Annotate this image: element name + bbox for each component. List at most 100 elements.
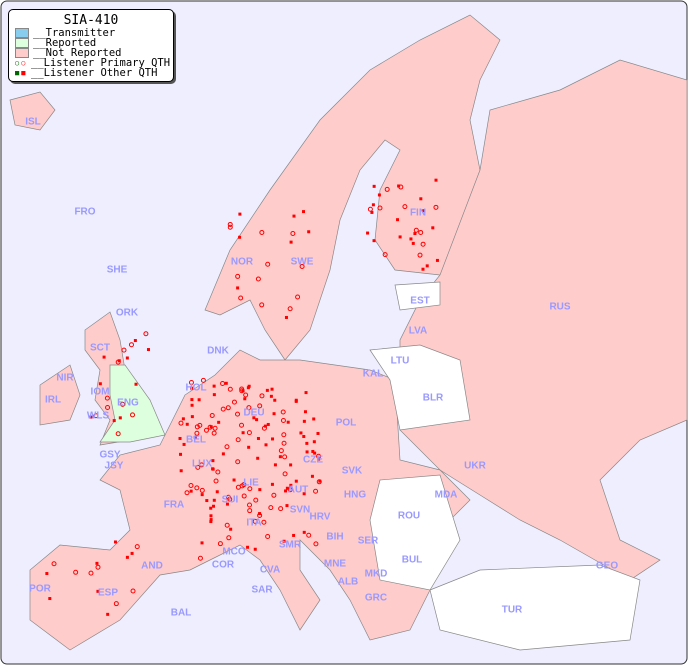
listener-marker [256,436,260,440]
listener-marker [133,339,137,343]
listener-marker [125,356,129,360]
listener-marker [313,451,317,455]
listener-marker [425,264,429,268]
listener-marker [232,478,236,482]
country-label-nor: NOR [230,256,254,268]
legend-label: __Listener Primary QTH [31,57,171,69]
listener-marker [238,235,242,239]
listener-marker [421,267,425,271]
country-label-fra: FRA [163,499,185,511]
listener-marker [95,564,101,570]
country-label-bel: BEL [186,434,206,446]
listener-marker [246,386,250,390]
listener-marker [434,178,438,182]
listener-marker [243,392,249,398]
country-label-gsy: GSY [99,449,121,461]
legend: SIA-410 __Transmitter __Reported __Not R… [8,9,174,82]
listener-marker [95,561,99,565]
listener-marker [281,432,287,438]
country-label-por: POR [29,583,51,595]
listener-marker [264,443,268,447]
legend-label: __Reported [33,37,97,49]
listener-marker [188,380,194,386]
listener-marker [113,601,119,607]
listener-marker [247,486,253,492]
country-label-swe: SWE [290,256,314,268]
listener-marker [209,520,213,524]
listener-marker [289,463,293,467]
listener-marker [236,286,240,290]
listener-marker [303,410,307,414]
listener-marker [419,197,423,201]
listener-marker [212,393,216,397]
listener-marker [226,535,232,541]
listener-marker [227,221,233,227]
listener-marker [51,561,57,567]
listener-marker [200,493,204,497]
listener-marker [225,405,231,411]
country-label-mda: MDA [434,489,458,501]
country-label-fin: FIN [409,207,427,219]
listener-marker [48,597,52,601]
land-ltu-blr [369,344,471,431]
listener-marker [215,469,221,475]
listener-marker [246,405,252,411]
listener-marker [203,427,209,433]
listener-marker [197,398,201,402]
listener-marker [247,445,251,449]
listener-marker [231,399,237,405]
listener-marker [125,555,129,559]
listener-marker [227,386,233,392]
listener-marker [121,347,127,353]
listener-marker [224,522,230,528]
listener-marker [134,544,140,550]
listener-marker [371,203,375,207]
land-iceland [9,91,56,131]
listener-marker [370,210,374,214]
listener-marker [130,551,134,555]
listener-marker [98,382,102,386]
listener-marker [261,519,267,525]
transmitter-swatch [15,28,29,38]
listener-marker [89,415,93,419]
listener-marker [302,434,306,438]
listener-marker [256,456,260,460]
listener-marker [246,545,250,549]
listener-marker [252,416,256,420]
listener-marker [238,212,242,216]
listener-marker [366,231,370,235]
listener-marker [128,342,134,348]
land-england-reported [99,364,166,443]
listener-marker [295,294,301,300]
listener-marker [299,431,303,435]
listener-marker [302,419,306,423]
listener-marker [102,355,106,359]
listener-marker [243,397,247,401]
listener-marker [282,539,286,543]
legend-other: ■ ■ __Listener Other QTH [9,67,173,79]
listener-marker [178,420,184,426]
listener-marker [134,382,138,386]
listener-marker [377,193,381,197]
listener-marker [247,508,253,514]
listener-marker [209,514,213,518]
listener-marker [190,386,194,390]
listener-marker [189,489,193,493]
listener-marker [105,404,111,410]
legend-label: __Listener Other QTH [31,67,158,79]
listener-marker [271,437,275,441]
country-label-cva: CVA [259,564,281,576]
country-label-bih: BIH [326,531,344,543]
listener-marker [313,488,319,494]
listener-marker [418,229,424,235]
listener-marker [205,499,209,503]
country-label-ltu: LTU [390,355,410,367]
listener-marker [217,420,221,424]
listener-marker [199,487,205,493]
listener-marker [287,306,293,312]
listener-marker [431,226,435,230]
listener-marker [253,497,259,503]
country-label-lux: LUX [192,458,212,470]
listener-marker [382,252,388,258]
country-label-esp: ESP [97,587,119,599]
